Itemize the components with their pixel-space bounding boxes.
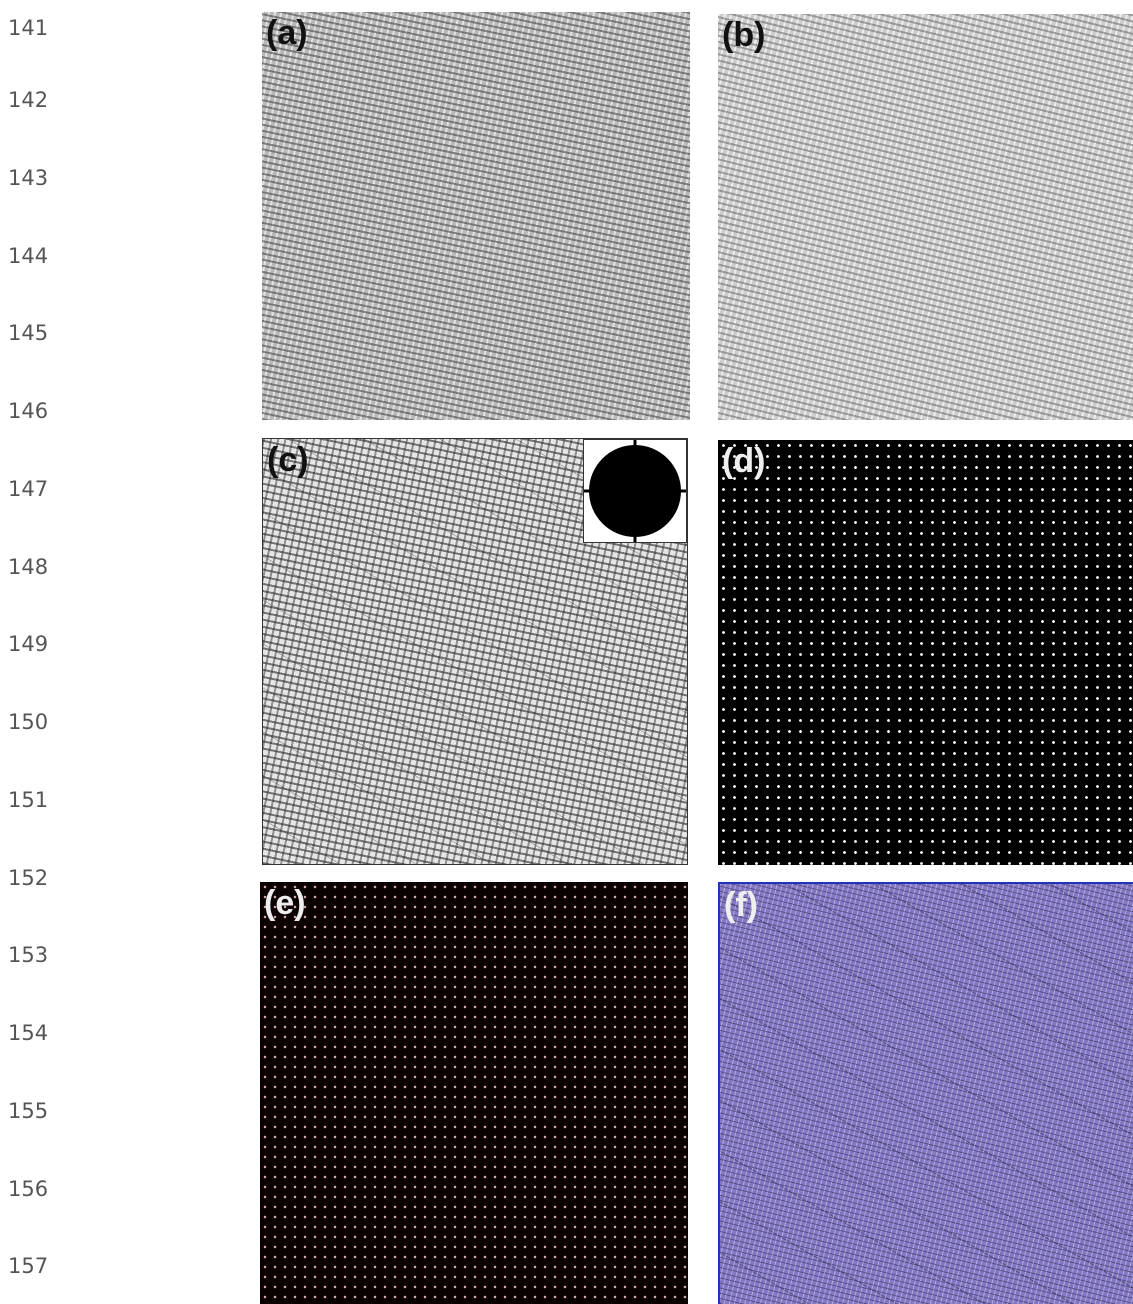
line-number: 146 <box>8 399 48 423</box>
line-number: 153 <box>8 943 48 967</box>
line-number: 157 <box>8 1254 48 1278</box>
panel-image: (d) <box>718 440 1133 865</box>
line-number: 149 <box>8 632 48 656</box>
inset-mask <box>583 439 687 543</box>
panel-image: (b) <box>718 14 1133 420</box>
line-number: 152 <box>8 866 48 890</box>
line-number: 148 <box>8 555 48 579</box>
panel-label: (f) <box>724 886 758 925</box>
line-number: 150 <box>8 710 48 734</box>
line-number: 155 <box>8 1099 48 1123</box>
line-number: 143 <box>8 166 48 190</box>
panel-label: (a) <box>266 14 308 53</box>
panel-image: (a) <box>262 12 690 420</box>
panel-image: (c) <box>262 438 688 865</box>
line-number: 144 <box>8 244 48 268</box>
line-number: 156 <box>8 1177 48 1201</box>
line-number: 151 <box>8 788 48 812</box>
page: {"line_numbers": ["141","142","143","144… <box>0 0 1133 1304</box>
panel-label: (b) <box>722 16 765 55</box>
line-number: 141 <box>8 16 48 40</box>
panel-image: (e) <box>260 882 688 1304</box>
line-number: 145 <box>8 321 48 345</box>
panel-label: (e) <box>264 884 306 923</box>
line-number: 154 <box>8 1021 48 1045</box>
panel-label: (c) <box>267 441 309 480</box>
panel-label: (d) <box>722 442 765 481</box>
line-number: 147 <box>8 477 48 501</box>
line-number: 142 <box>8 88 48 112</box>
mask-icon <box>584 440 686 542</box>
panel-image: (f) <box>718 882 1133 1304</box>
